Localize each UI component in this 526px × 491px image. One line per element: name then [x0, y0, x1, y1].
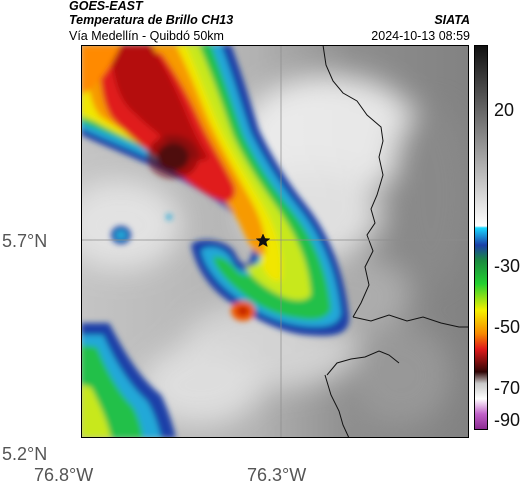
region-label: Vía Medellín - Quibdó 50km — [69, 29, 224, 43]
graticule — [81, 45, 469, 438]
temperature-colorbar — [474, 45, 488, 430]
boundary-lines — [322, 45, 469, 438]
y-tick-label: 5.2°N — [2, 444, 48, 464]
product-title: Temperatura de Brillo CH13 — [69, 13, 234, 27]
colorbar-tick-label: -90 — [494, 410, 521, 430]
colorbar-tick-label: -70 — [494, 378, 521, 398]
x-tick-label: 76.8°W — [34, 465, 94, 485]
x-tick-label: 76.3°W — [247, 465, 307, 485]
brightness-temperature-map — [81, 45, 469, 438]
colorbar-tick-label: -30 — [494, 256, 521, 276]
colorbar-tick-label: -50 — [494, 317, 521, 337]
datetime-label: 2024-10-13 08:59 — [371, 29, 470, 43]
y-tick-label: 5.7°N — [2, 231, 48, 251]
org-label: SIATA — [434, 13, 470, 27]
satellite-source: GOES-EAST — [69, 0, 143, 13]
star-icon — [255, 233, 271, 248]
colorbar-tick-label: 20 — [494, 100, 515, 120]
